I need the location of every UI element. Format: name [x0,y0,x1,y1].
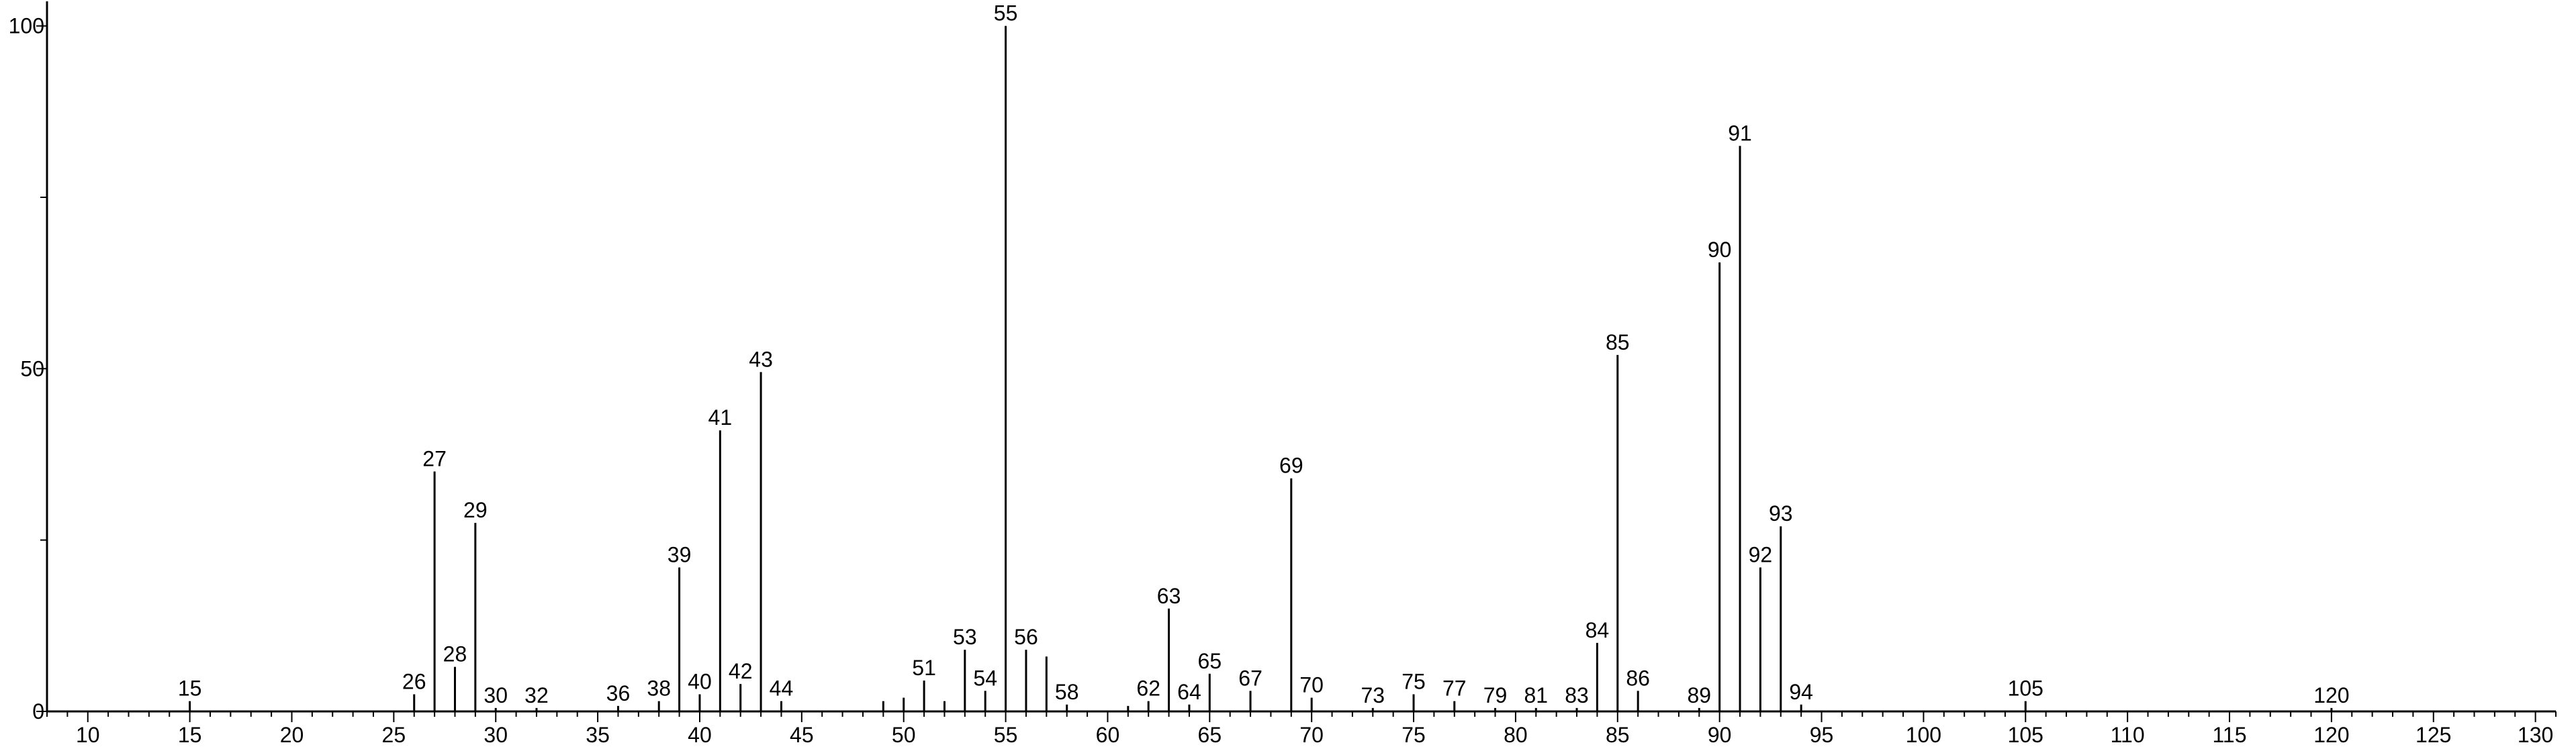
x-tick-label: 105 [2008,723,2043,747]
peak-label-39: 39 [668,543,692,567]
peak-label-54: 54 [973,666,997,690]
peak-label-15: 15 [178,677,202,701]
peak-label-32: 32 [524,683,549,707]
peak-label-36: 36 [606,681,631,705]
x-tick-label: 20 [280,723,304,747]
peaks [189,26,2333,711]
x-ticks: 10 15 20 25 30 35 40 45 50 55 60 65 70 75 80 85 90 95 100 1… [46,711,2557,747]
x-tick-label: 115 [2213,723,2247,747]
x-tick-label: 110 [2111,723,2145,747]
x-tick-label: 130 [2518,723,2553,747]
x-tick-label: 70 [1299,723,1324,747]
peak-label-62: 62 [1136,677,1160,701]
peak-label-42: 42 [729,659,753,683]
peak-label-40: 40 [688,669,712,693]
peak-label-44: 44 [770,677,794,701]
y-ticks: 0 50 100 [9,14,47,723]
x-tick-label: 55 [994,723,1018,747]
x-tick-label: 125 [2416,723,2451,747]
x-tick-label: 30 [484,723,508,747]
x-tick-label: 75 [1401,723,1426,747]
peak-label-90: 90 [1708,238,1732,262]
peak-label-84: 84 [1585,618,1610,642]
x-tick-label: 85 [1606,723,1630,747]
peak-label-70: 70 [1299,673,1324,697]
peak-label-69: 69 [1279,454,1303,478]
peak-label-67: 67 [1238,666,1262,690]
x-tick-label: 45 [790,723,814,747]
peak-label-93: 93 [1769,501,1793,526]
peak-label-86: 86 [1626,666,1650,690]
x-tick-label: 40 [688,723,712,747]
peak-label-38: 38 [647,677,671,701]
peak-label-64: 64 [1177,680,1201,704]
x-tick-label: 120 [2313,723,2349,747]
x-tick-label: 15 [178,723,202,747]
peak-label-27: 27 [422,447,447,471]
peak-label-29: 29 [463,498,488,522]
peak-label-26: 26 [402,669,426,693]
x-tick-label: 90 [1708,723,1732,747]
peak-label-77: 77 [1442,677,1467,701]
y-tick-label: 50 [20,356,44,381]
peak-label-58: 58 [1055,680,1079,704]
peak-label-85: 85 [1606,330,1630,354]
axes [46,1,2556,713]
x-tick-label: 65 [1198,723,1222,747]
peak-label-73: 73 [1361,683,1385,707]
x-tick-label: 10 [76,723,100,747]
peak-label-92: 92 [1749,543,1773,567]
peak-label-94: 94 [1789,680,1813,704]
x-tick-label: 100 [1906,723,1941,747]
peak-label-81: 81 [1524,683,1549,707]
peak-label-43: 43 [749,347,773,371]
peak-labels: 15 26 27 28 29 30 32 36 38 39 40 41 42 43 44 51 53 54 55 56… [178,1,2350,707]
peak-label-105: 105 [2008,677,2043,701]
peak-label-56: 56 [1014,625,1038,649]
peak-label-91: 91 [1728,121,1752,145]
peak-label-51: 51 [912,656,936,680]
peak-label-41: 41 [708,405,733,430]
peak-label-53: 53 [953,625,977,649]
x-tick-label: 35 [586,723,610,747]
peak-label-79: 79 [1483,683,1508,707]
peak-label-89: 89 [1687,683,1711,707]
x-tick-label: 95 [1810,723,1834,747]
peak-label-55: 55 [994,1,1018,26]
y-tick-label: 0 [32,699,44,723]
x-tick-label: 80 [1504,723,1528,747]
peak-label-83: 83 [1565,683,1589,707]
x-tick-label: 50 [892,723,916,747]
peak-label-75: 75 [1401,669,1426,693]
peak-label-63: 63 [1157,584,1181,608]
peak-label-30: 30 [484,683,508,707]
peak-label-65: 65 [1198,649,1222,673]
peak-label-120: 120 [2313,683,2349,707]
x-tick-label: 60 [1096,723,1120,747]
x-tick-label: 25 [382,723,406,747]
y-tick-label: 100 [9,14,44,38]
peak-label-28: 28 [443,642,467,666]
